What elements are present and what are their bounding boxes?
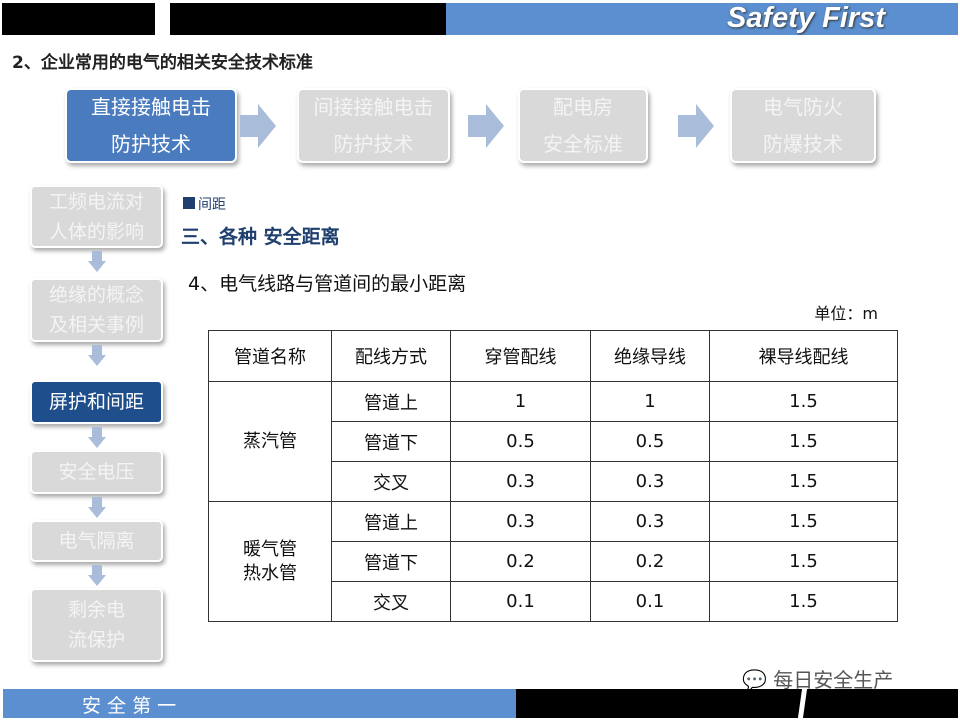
process-step[interactable]: 配电房 安全标准 <box>518 88 648 163</box>
table-row: 管道下 0.2 0.2 1.5 <box>209 541 898 582</box>
step-line: 间接接触电击 <box>313 94 434 119</box>
sidebar-item[interactable]: 安全电压 <box>30 450 163 494</box>
sidebar-line: 屏护和间距 <box>48 391 144 413</box>
square-bullet-icon <box>183 197 195 209</box>
table-cell: 管道下 <box>331 541 451 582</box>
table-cell: 管道上 <box>331 501 451 542</box>
sidebar-line: 人体的影响 <box>48 220 144 243</box>
table-row: 交叉 0.3 0.3 1.5 <box>209 461 898 502</box>
table-title: 4、电气线路与管道间的最小距离 <box>188 273 467 295</box>
column-header: 配线方式 <box>331 330 451 382</box>
table-cell: 0.3 <box>450 461 591 502</box>
sidebar-line: 绝缘的概念 <box>48 284 144 306</box>
arrow-down-icon <box>88 565 106 587</box>
table-row: 管道下 0.5 0.5 1.5 <box>209 421 898 462</box>
step-line: 安全标准 <box>543 131 623 156</box>
table-cell: 0.3 <box>450 501 591 542</box>
table-row: 交叉 0.1 0.1 1.5 <box>209 581 898 622</box>
watermark: 💬 每日安全生产 <box>742 664 893 693</box>
sidebar-line: 工频电流对 <box>48 190 144 213</box>
sidebar-line: 及相关事例 <box>48 314 144 336</box>
unit-label: 单位：m <box>814 304 878 323</box>
header-black-block <box>170 3 446 35</box>
column-header: 裸导线配线 <box>709 330 898 382</box>
table-cell: 0.5 <box>590 421 710 462</box>
table-cell: 1 <box>450 381 591 422</box>
sidebar-line: 剩余电 <box>67 599 125 621</box>
table-cell: 1.5 <box>709 381 898 422</box>
arrow-down-icon <box>88 251 106 273</box>
table-cell: 交叉 <box>331 461 451 502</box>
header-blue-band <box>446 3 958 35</box>
watermark-text: 每日安全生产 <box>773 668 894 692</box>
sidebar-line: 流保护 <box>67 629 125 651</box>
table-cell: 交叉 <box>331 581 451 622</box>
table-cell: 1.5 <box>709 421 898 462</box>
table-cell: 0.3 <box>590 461 710 502</box>
arrow-down-icon <box>88 427 106 449</box>
page-title: 2、企业常用的电气的相关安全技术标准 <box>12 53 313 73</box>
sidebar-item[interactable]: 工频电流对人体的影响 <box>30 185 163 248</box>
column-header: 穿管配线 <box>450 330 591 382</box>
arrow-right-icon <box>240 104 276 148</box>
table-cell: 1.5 <box>709 501 898 542</box>
table-cell: 管道上 <box>331 381 451 422</box>
table-cell: 0.1 <box>450 581 591 622</box>
step-line: 防护技术 <box>111 131 191 156</box>
table-row: 暖气管 热水管 管道上 0.3 0.3 1.5 <box>208 501 898 622</box>
process-step[interactable]: 间接接触电击 防护技术 <box>297 88 450 163</box>
sidebar-line: 电气隔离 <box>58 530 135 552</box>
table-cell: 0.5 <box>450 421 591 462</box>
process-step[interactable]: 直接接触电击 防护技术 <box>65 88 237 163</box>
step-line: 防爆技术 <box>763 131 843 156</box>
table-cell: 1 <box>590 381 710 422</box>
table-cell: 管道下 <box>331 421 451 462</box>
step-line: 防护技术 <box>333 131 414 156</box>
brand-text: Safety First <box>727 2 885 34</box>
header-black-block <box>2 3 155 35</box>
table-cell: 0.2 <box>590 541 710 582</box>
section-heading: 三、各种 安全距离 <box>181 226 340 248</box>
arrow-right-icon <box>468 104 504 148</box>
footer-blue-band <box>3 689 516 718</box>
table-cell: 0.2 <box>450 541 591 582</box>
table-cell: 0.3 <box>590 501 710 542</box>
arrow-down-icon <box>88 345 106 367</box>
sidebar-item[interactable]: 电气隔离 <box>30 520 163 562</box>
step-line: 配电房 <box>553 94 613 119</box>
arrow-right-icon <box>678 104 714 148</box>
arrow-down-icon <box>88 497 106 519</box>
sidebar-line: 安全电压 <box>58 461 135 483</box>
table-cell: 1.5 <box>709 461 898 502</box>
step-line: 直接接触电击 <box>91 94 211 119</box>
sidebar-item[interactable]: 绝缘的概念及相关事例 <box>30 278 163 342</box>
footer-black-block <box>516 689 958 718</box>
tag-label: 间距 <box>198 197 226 213</box>
step-line: 电气防火 <box>763 94 843 119</box>
column-header: 绝缘导线 <box>590 330 710 382</box>
section-tag: 间距 <box>183 194 226 214</box>
process-step[interactable]: 电气防火 防爆技术 <box>730 88 876 163</box>
footer-text: 安 全 第 一 <box>82 695 177 717</box>
wechat-icon: 💬 <box>742 668 767 692</box>
table-row: 蒸汽管 管道上 1 1 1.5 <box>208 381 898 502</box>
sidebar-item[interactable]: 屏护和间距 <box>30 380 163 424</box>
distance-table: 管道名称 配线方式 穿管配线 绝缘导线 裸导线配线 蒸汽管 管道上 1 1 1.5 管道下 0.5 0… <box>208 330 898 622</box>
table-cell: 1.5 <box>709 581 898 622</box>
column-header: 管道名称 <box>208 330 332 382</box>
sidebar-item[interactable]: 剩余电 流保护 <box>30 588 163 662</box>
table-cell: 0.1 <box>590 581 710 622</box>
table-cell: 1.5 <box>709 541 898 582</box>
pipe-name-cell: 蒸汽管 <box>208 381 332 502</box>
pipe-name-cell: 暖气管 热水管 <box>208 501 332 622</box>
